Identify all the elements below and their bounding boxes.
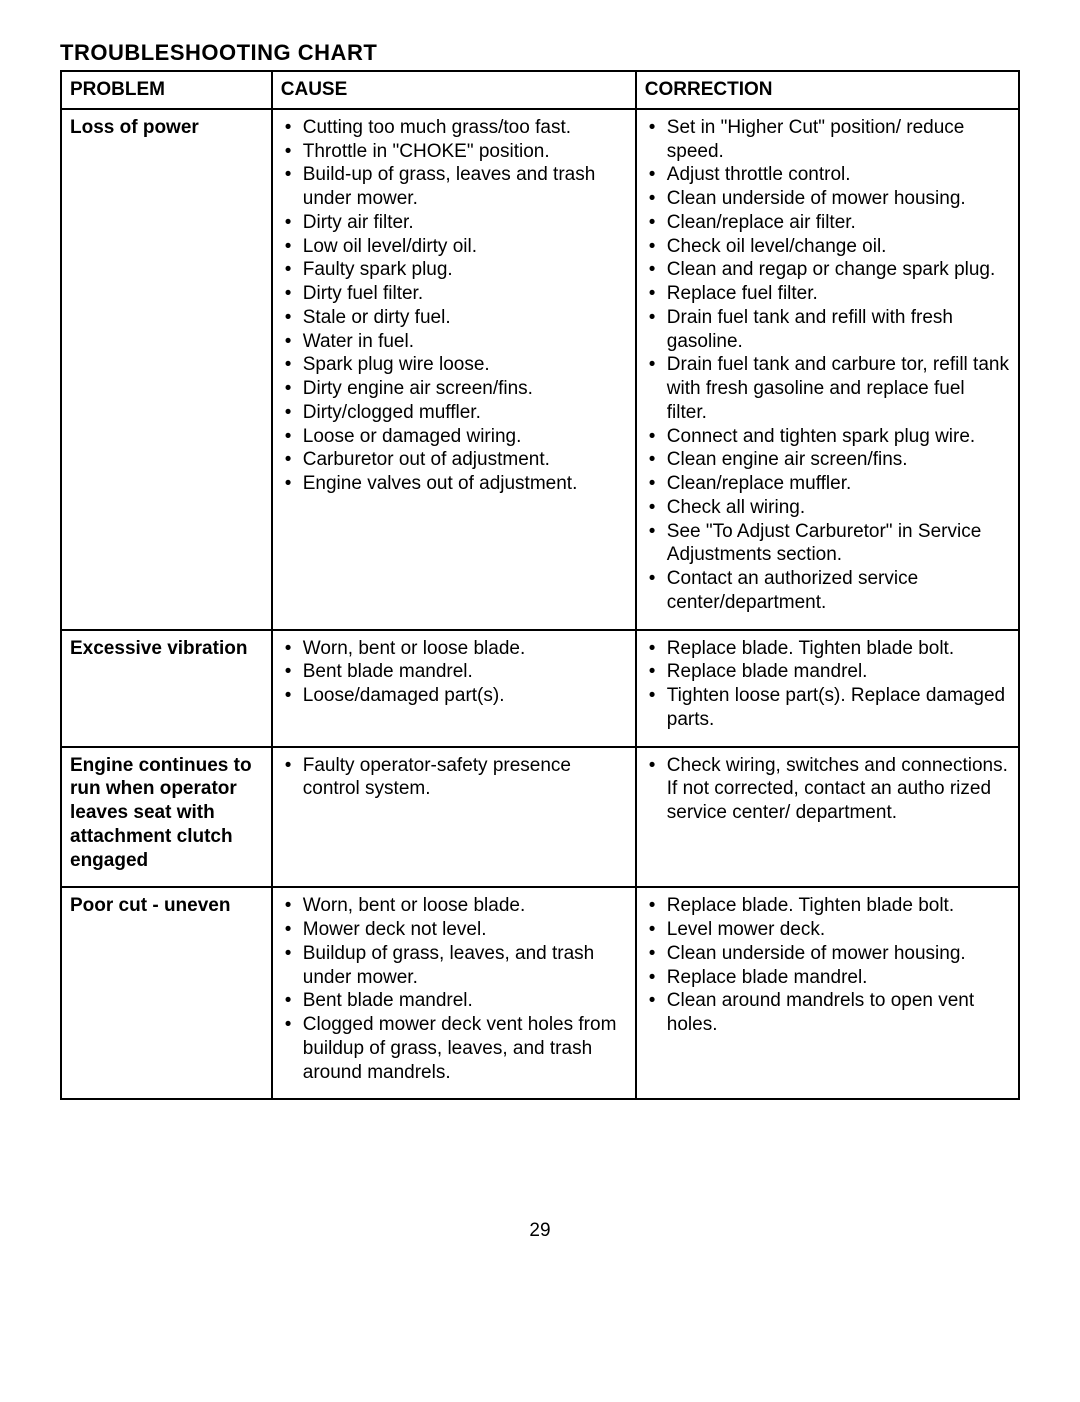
cause-item: Bent blade mandrel. [281,989,627,1013]
cause-item: Cutting too much grass/too fast. [281,116,627,140]
cause-item: Faulty spark plug. [281,258,627,282]
cause-item: Dirty fuel filter. [281,282,627,306]
cause-item: Faulty operator-safety presence control … [281,754,627,802]
cause-item: Engine valves out of adjustment. [281,472,627,496]
header-problem: PROBLEM [61,71,272,109]
cause-item: Spark plug wire loose. [281,353,627,377]
cause-item: Loose or damaged wiring. [281,425,627,449]
correction-cell: Replace blade. Tighten blade bolt.Replac… [636,630,1019,747]
cause-item: Throttle in "CHOKE" position. [281,140,627,164]
correction-item: Replace blade mandrel. [645,660,1010,684]
cause-item: Loose/damaged part(s). [281,684,627,708]
table-row: Excessive vibrationWorn, bent or loose b… [61,630,1019,747]
correction-item: Replace blade. Tighten blade bolt. [645,637,1010,661]
correction-item: Level mower deck. [645,918,1010,942]
cause-cell: Faulty operator-safety presence control … [272,747,636,888]
correction-item: Replace fuel filter. [645,282,1010,306]
correction-item: Replace blade. Tighten blade bolt. [645,894,1010,918]
cause-item: Dirty air filter. [281,211,627,235]
cause-cell: Cutting too much grass/too fast.Throttle… [272,109,636,630]
correction-item: Clean underside of mower housing. [645,942,1010,966]
correction-item: Check all wiring. [645,496,1010,520]
correction-item: Check oil level/change oil. [645,235,1010,259]
cause-item: Bent blade mandrel. [281,660,627,684]
header-cause: CAUSE [272,71,636,109]
cause-item: Water in fuel. [281,330,627,354]
problem-cell: Engine continues to run when operator le… [61,747,272,888]
cause-item: Dirty/clogged muffler. [281,401,627,425]
correction-item: Clean underside of mower housing. [645,187,1010,211]
header-correction: CORRECTION [636,71,1019,109]
correction-item: Tighten loose part(s). Replace damaged p… [645,684,1010,732]
problem-cell: Loss of power [61,109,272,630]
correction-cell: Replace blade. Tighten blade bolt.Level … [636,887,1019,1099]
troubleshooting-table: PROBLEM CAUSE CORRECTION Loss of powerCu… [60,70,1020,1100]
cause-item: Clogged mower deck vent holes from build… [281,1013,627,1084]
correction-cell: Set in "Higher Cut" position/ reduce spe… [636,109,1019,630]
cause-item: Worn, bent or loose blade. [281,894,627,918]
correction-item: Replace blade mandrel. [645,966,1010,990]
cause-item: Build-up of grass, leaves and trash unde… [281,163,627,211]
correction-item: Clean and regap or change spark plug. [645,258,1010,282]
table-row: Loss of powerCutting too much grass/too … [61,109,1019,630]
correction-cell: Check wiring, switches and connections. … [636,747,1019,888]
cause-item: Mower deck not level. [281,918,627,942]
correction-item: Adjust throttle control. [645,163,1010,187]
problem-cell: Poor cut - uneven [61,887,272,1099]
cause-cell: Worn, bent or loose blade.Mower deck not… [272,887,636,1099]
correction-item: Drain fuel tank and carbure tor, refill … [645,353,1010,424]
correction-item: Connect and tighten spark plug wire. [645,425,1010,449]
table-row: Poor cut - unevenWorn, bent or loose bla… [61,887,1019,1099]
cause-item: Carburetor out of adjustment. [281,448,627,472]
correction-item: Drain fuel tank and refill with fresh ga… [645,306,1010,354]
cause-item: Worn, bent or loose blade. [281,637,627,661]
correction-item: Clean engine air screen/fins. [645,448,1010,472]
correction-item: Contact an authorized service center/dep… [645,567,1010,615]
correction-item: Clean/replace muffler. [645,472,1010,496]
cause-item: Stale or dirty fuel. [281,306,627,330]
page-number: 29 [60,1220,1020,1242]
correction-item: Set in "Higher Cut" position/ reduce spe… [645,116,1010,164]
table-row: Engine continues to run when operator le… [61,747,1019,888]
correction-item: Clean/replace air filter. [645,211,1010,235]
problem-cell: Excessive vibration [61,630,272,747]
cause-cell: Worn, bent or loose blade.Bent blade man… [272,630,636,747]
correction-item: Check wiring, switches and connections. … [645,754,1010,825]
correction-item: Clean around mandrels to open vent holes… [645,989,1010,1037]
cause-item: Low oil level/dirty oil. [281,235,627,259]
cause-item: Dirty engine air screen/fins. [281,377,627,401]
chart-title: TROUBLESHOOTING CHART [60,40,1020,66]
cause-item: Buildup of grass, leaves, and trash unde… [281,942,627,990]
correction-item: See "To Adjust Carburetor" in Service Ad… [645,520,1010,568]
